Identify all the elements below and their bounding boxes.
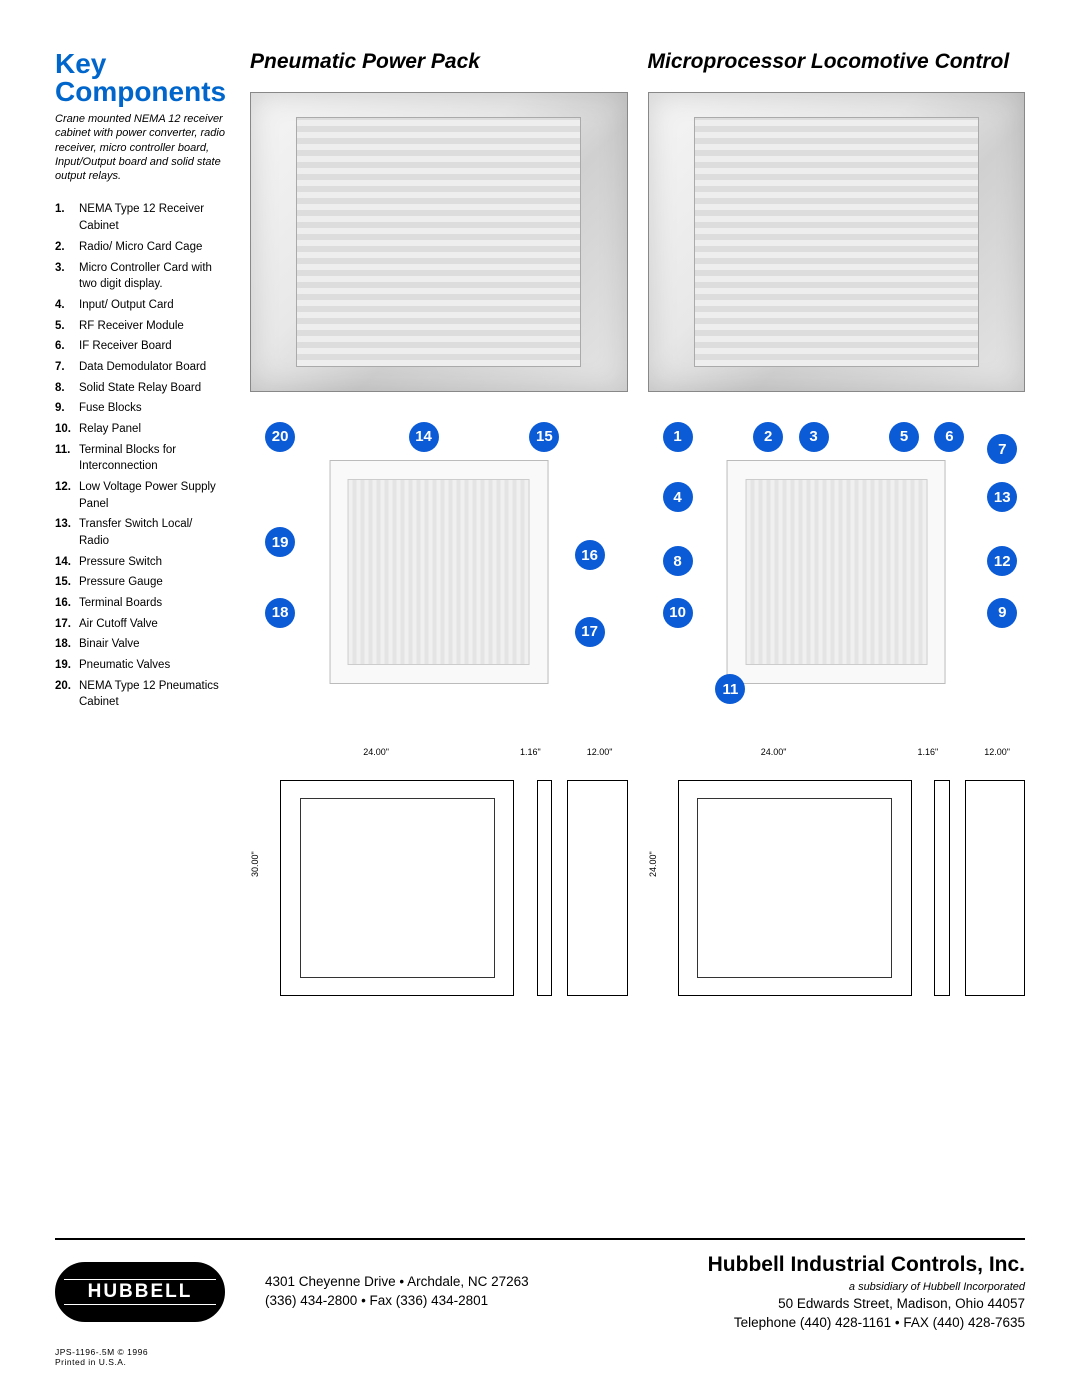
list-item: 16.Terminal Boards — [55, 595, 225, 612]
list-item: 17.Air Cutoff Valve — [55, 616, 225, 633]
hubbell-logo: HUBBELL — [55, 1262, 225, 1322]
title-key: Key — [55, 50, 225, 78]
callout-badge: 3 — [799, 422, 829, 452]
list-item: 9.Fuse Blocks — [55, 400, 225, 417]
callout-badge: 20 — [265, 422, 295, 452]
list-item: 2.Radio/ Micro Card Cage — [55, 239, 225, 256]
col-title-right: Microprocessor Locomotive Control — [648, 50, 1026, 74]
list-item: 19.Pneumatic Valves — [55, 657, 225, 674]
footer-address-left: 4301 Cheyenne Drive • Archdale, NC 27263… — [265, 1273, 688, 1311]
callout-badge: 2 — [753, 422, 783, 452]
component-list: 1.NEMA Type 12 Receiver Cabinet 2.Radio/ … — [55, 201, 225, 710]
list-item: 14.Pressure Switch — [55, 554, 225, 571]
list-item: 7.Data Demodulator Board — [55, 359, 225, 376]
col-title-left: Pneumatic Power Pack — [250, 50, 628, 74]
column-pneumatic: Pneumatic Power Pack 20 14 15 19 16 18 17 24.0… — [250, 50, 628, 1223]
photo-pneumatic — [250, 92, 628, 392]
footer: HUBBELL 4301 Cheyenne Drive • Archdale, … — [55, 1250, 1025, 1333]
list-item: 8.Solid State Relay Board — [55, 380, 225, 397]
dimension-drawing-left: 24.00" 1.16" 12.00" 30.00" — [250, 742, 628, 1012]
callout-diagram-right: 12356741381210911 — [648, 412, 1026, 732]
footer-address-right: Hubbell Industrial Controls, Inc. a subs… — [708, 1250, 1025, 1333]
callout-badge: 17 — [575, 617, 605, 647]
callout-badge: 14 — [409, 422, 439, 452]
callout-diagram-left: 20 14 15 19 16 18 17 — [250, 412, 628, 732]
list-item: 10.Relay Panel — [55, 421, 225, 438]
callout-badge: 19 — [265, 527, 295, 557]
footer-subsidiary: a subsidiary of Hubbell Incorporated — [708, 1280, 1025, 1295]
callout-badge: 10 — [663, 598, 693, 628]
list-item: 15.Pressure Gauge — [55, 574, 225, 591]
callout-badge: 9 — [987, 598, 1017, 628]
callout-badge: 16 — [575, 540, 605, 570]
list-item: 12.Low Voltage Power Supply Panel — [55, 479, 225, 512]
photo-microprocessor — [648, 92, 1026, 392]
footer-company: Hubbell Industrial Controls, Inc. — [708, 1250, 1025, 1279]
list-item: 5.RF Receiver Module — [55, 318, 225, 335]
list-item: 20.NEMA Type 12 Pneumatics Cabinet — [55, 678, 225, 711]
list-item: 4.Input/ Output Card — [55, 297, 225, 314]
fineprint: JPS-1196-.5M © 1996 Printed in U.S.A. — [55, 1347, 1025, 1367]
list-item: 1.NEMA Type 12 Receiver Cabinet — [55, 201, 225, 234]
callout-badge: 6 — [934, 422, 964, 452]
callout-badge: 13 — [987, 482, 1017, 512]
callout-badge: 7 — [987, 434, 1017, 464]
callout-badge: 12 — [987, 546, 1017, 576]
list-item: 18.Binair Valve — [55, 636, 225, 653]
list-item: 11.Terminal Blocks for Interconnection — [55, 442, 225, 475]
callout-badge: 4 — [663, 482, 693, 512]
callout-badge: 1 — [663, 422, 693, 452]
intro-text: Crane mounted NEMA 12 receiver cabinet w… — [55, 112, 225, 183]
list-item: 6.IF Receiver Board — [55, 338, 225, 355]
column-microprocessor: Microprocessor Locomotive Control 123567… — [648, 50, 1026, 1223]
footer-divider — [55, 1238, 1025, 1240]
key-components-sidebar: Key Components Crane mounted NEMA 12 rec… — [55, 50, 225, 1223]
list-item: 13.Transfer Switch Local/ Radio — [55, 516, 225, 549]
callout-badge: 18 — [265, 598, 295, 628]
logo-text: HUBBELL — [88, 1281, 193, 1303]
callout-badge: 8 — [663, 546, 693, 576]
callout-badge: 5 — [889, 422, 919, 452]
list-item: 3.Micro Controller Card with two digit d… — [55, 260, 225, 293]
callout-badge: 15 — [529, 422, 559, 452]
dimension-drawing-right: 24.00" 1.16" 12.00" 24.00" — [648, 742, 1026, 1012]
title-components: Components — [55, 78, 225, 106]
callout-badge: 11 — [715, 674, 745, 704]
